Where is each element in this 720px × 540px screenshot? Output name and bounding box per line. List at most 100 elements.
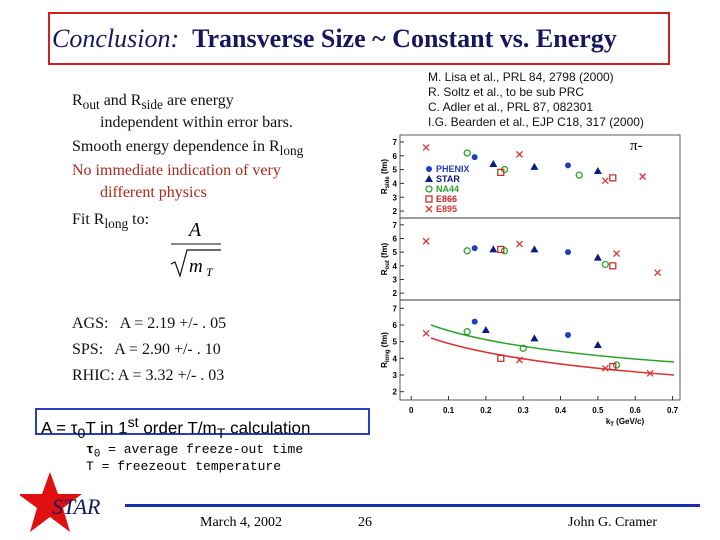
legend-label: STAR [436, 174, 460, 184]
subscript: T [216, 426, 226, 443]
y-tick-label: 4 [393, 262, 398, 271]
marker [575, 171, 583, 179]
text: R [72, 92, 83, 109]
y-tick-label: 2 [393, 289, 398, 298]
x-tick-label: 0.4 [555, 406, 567, 415]
x-tick-label: 0.1 [443, 406, 455, 415]
text-line: No immediate indication of very [72, 162, 281, 179]
marker [516, 240, 523, 248]
y-tick-label: 2 [393, 388, 398, 397]
note: τ0 = average freeze-out time [86, 442, 303, 461]
y-tick-label: 3 [393, 371, 398, 380]
y-tick-label: 6 [393, 152, 398, 161]
label-text: (fm) [380, 242, 389, 260]
title: Conclusion: Transverse Size ~ Constant v… [52, 24, 617, 54]
subscript: out [82, 97, 100, 113]
panel-frame [399, 217, 681, 301]
marker [497, 245, 505, 254]
fit-curve [430, 337, 675, 376]
y-tick-label: 5 [393, 166, 398, 175]
marker [593, 253, 602, 261]
label-text: R [380, 188, 389, 194]
radical [170, 249, 221, 279]
fit-line: SPS: A = 2.90 +/- . 10 [72, 341, 221, 358]
label-text: (fm) [380, 332, 389, 350]
text: Fit R [72, 211, 105, 228]
y-tick-label: 5 [393, 338, 398, 347]
denominator-sub: T [206, 265, 214, 279]
logo: STAR [20, 472, 101, 532]
marker [530, 245, 539, 253]
callout: A = τ0T in 1st order T/mT calculation [35, 408, 370, 442]
x-tick-label: 0.2 [480, 406, 492, 415]
formula: A m T [170, 219, 221, 279]
fit-line: AGS: A = 2.19 +/- . 05 [72, 315, 227, 332]
label-sub: out [385, 260, 391, 269]
label-text: R [380, 362, 389, 368]
label-sub: T [610, 422, 614, 428]
y-tick-label: 2 [393, 207, 398, 216]
x-axis-label: kT (GeV/c) [606, 417, 645, 428]
marker [489, 160, 498, 168]
marker [565, 162, 571, 169]
text-line: independent within error bars. [100, 114, 293, 131]
subscript: side [141, 97, 163, 113]
text-line: Rout and Rside are energy [72, 92, 234, 113]
note: T = freezeout temperature [86, 459, 282, 474]
marker [422, 329, 430, 337]
marker [516, 356, 523, 364]
text: calculation [225, 418, 311, 438]
marker [519, 344, 527, 352]
y-tick-label: 5 [393, 248, 398, 257]
marker [593, 341, 602, 348]
marker [463, 247, 471, 255]
marker [497, 168, 505, 176]
legend-marker [425, 175, 433, 182]
label-sub: side [385, 176, 391, 189]
reference: I.G. Bearden et al., EJP C18, 317 (2000) [428, 115, 644, 129]
particle-label: π- [630, 138, 643, 154]
denominator: m [189, 256, 203, 277]
legend-label: NA44 [436, 184, 459, 194]
text: are energy [162, 92, 234, 109]
marker [609, 262, 617, 270]
panel-frame [399, 299, 681, 401]
y-tick-label: 7 [393, 304, 398, 313]
marker [613, 250, 620, 257]
text: A = [41, 418, 71, 438]
y-tick-label: 3 [393, 276, 398, 285]
marker [601, 260, 609, 269]
marker [530, 162, 539, 170]
footer-date: March 4, 2002 [200, 515, 283, 530]
text: = average freeze-out time [100, 442, 304, 457]
text: τ [70, 418, 78, 438]
subscript: long [279, 143, 304, 159]
marker [601, 364, 609, 372]
y-tick-label: 3 [393, 193, 398, 202]
reference: C. Adler et al., PRL 87, 082301 [428, 100, 593, 114]
reference: R. Soltz et al., to be sub PRC [428, 85, 585, 99]
text: order T/m [138, 418, 217, 438]
marker [471, 154, 478, 161]
label-text: R [380, 269, 389, 275]
text: τ [86, 442, 94, 457]
marker [530, 334, 539, 342]
y-axis-label: Rside (fm) [380, 159, 391, 194]
star-icon [20, 472, 82, 532]
text-line: different physics [100, 184, 207, 201]
label-text: (fm) [380, 159, 389, 177]
y-tick-label: 7 [393, 138, 398, 147]
label-sub: long [385, 349, 391, 362]
marker [471, 245, 478, 252]
y-axis-label: Rout (fm) [380, 242, 391, 275]
marker [609, 174, 617, 182]
legend-label: PHENIX [436, 164, 470, 174]
y-tick-label: 6 [393, 235, 398, 244]
marker [516, 150, 523, 158]
marker [481, 326, 490, 333]
fit-line: RHIC: A = 3.32 +/- . 03 [72, 367, 225, 384]
superscript: st [127, 415, 139, 431]
page-number: 26 [358, 515, 372, 530]
